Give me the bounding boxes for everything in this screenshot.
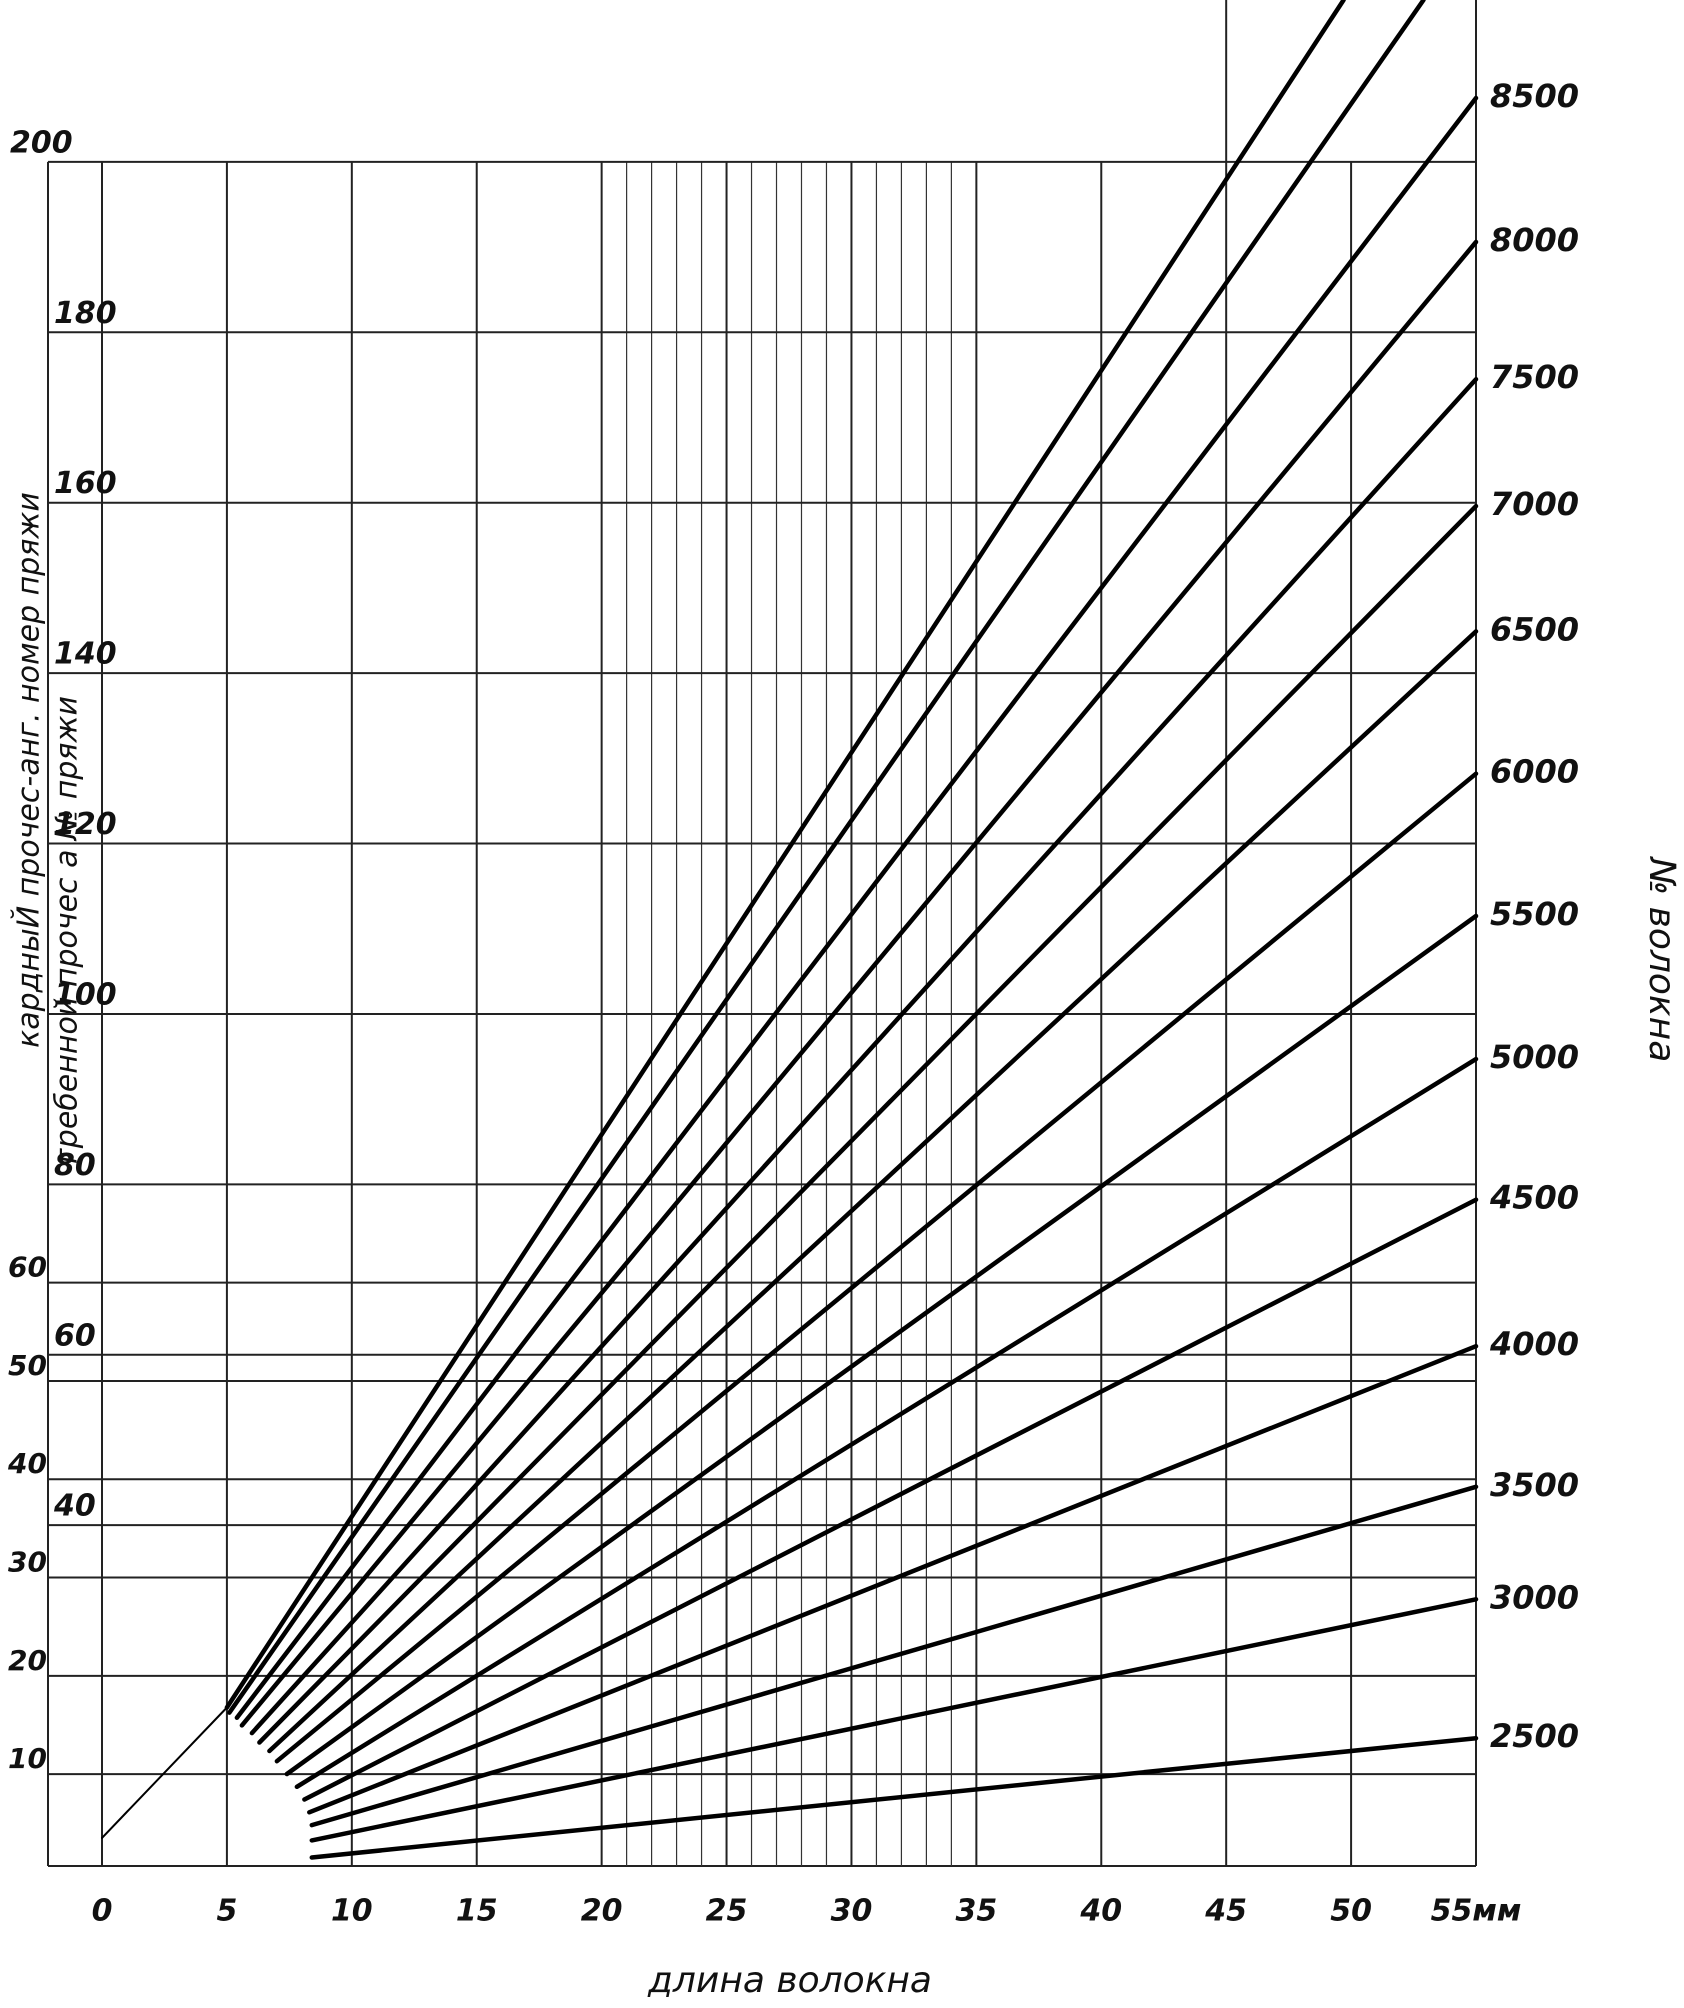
y-tick-label: 100: [54, 977, 117, 1012]
series-line: [101, 1706, 228, 1839]
x-tick-label: 10: [331, 1894, 373, 1929]
y-tick-label: 40: [53, 1489, 96, 1524]
series-line: [257, 503, 1479, 1745]
y-tick-label: 160: [54, 466, 117, 501]
y-tick-label: 80: [54, 1148, 96, 1183]
series-line: [239, 239, 1479, 1728]
y-axis-title-inner: гребенной прочес а № пряжи: [50, 696, 85, 1164]
series-label: 7000: [1490, 485, 1579, 523]
y-tick-label: 200: [10, 125, 73, 160]
series-label: 2500: [1490, 1717, 1579, 1755]
y2-tick-label: 30: [8, 1546, 47, 1579]
x-axis-title: длина волокна: [647, 1960, 932, 2001]
x-tick-label: 45: [1204, 1894, 1247, 1929]
series-line: [249, 376, 1479, 1736]
series-label: 7500: [1490, 358, 1579, 396]
series-label: 4000: [1489, 1325, 1579, 1363]
series-line: [309, 1735, 1479, 1860]
y-tick-label: 180: [54, 296, 117, 331]
series-label: 8000: [1490, 221, 1579, 259]
y-tick-label: 140: [54, 637, 117, 672]
x-tick-label: 15: [456, 1894, 498, 1929]
series-line: [274, 771, 1479, 1764]
series-line: [224, 0, 1346, 1710]
y-axis-title: кардныЙ прочес-анг. номер пряжи: [11, 492, 47, 1048]
series-line: [234, 95, 1479, 1720]
x-tick-label: 35: [955, 1894, 997, 1929]
x-tick-label: 55мм: [1431, 1894, 1522, 1929]
y2-tick-label: 60: [8, 1251, 47, 1284]
series-line: [267, 629, 1479, 1754]
series-line: [309, 1484, 1479, 1828]
y2-tick-label: 50: [8, 1349, 47, 1382]
y2-axis-title: № волокна: [1641, 856, 1682, 1063]
x-tick-label: 5: [216, 1894, 237, 1929]
series-line: [227, 0, 1426, 1715]
series-line: [302, 1197, 1479, 1802]
series-label: 5500: [1490, 895, 1579, 933]
y2-tick-label: 10: [8, 1742, 47, 1775]
x-tick-label: 40: [1079, 1894, 1122, 1929]
series-line: [294, 1056, 1479, 1790]
series-label: 6500: [1490, 610, 1579, 648]
series-label: 3500: [1490, 1466, 1579, 1504]
series-label: 6000: [1490, 753, 1579, 791]
y2-tick-label: 40: [7, 1447, 47, 1480]
series-label: 8500: [1490, 77, 1579, 115]
x-tick-label: 30: [831, 1894, 873, 1929]
x-tick-label: 25: [706, 1894, 748, 1929]
x-tick-label: 0: [92, 1894, 113, 1929]
x-tick-label: 50: [1330, 1894, 1372, 1929]
series-label: 4500: [1489, 1179, 1579, 1217]
series-line: [309, 1597, 1479, 1843]
y-tick-label: 60: [54, 1318, 96, 1353]
y2-tick-label: 20: [8, 1644, 47, 1677]
y-tick-label: 120: [54, 807, 117, 842]
series-line: [284, 913, 1479, 1777]
x-tick-label: 20: [581, 1894, 623, 1929]
series-line: [307, 1343, 1479, 1815]
series-label: 3000: [1490, 1578, 1579, 1616]
series-label: 5000: [1490, 1038, 1579, 1076]
